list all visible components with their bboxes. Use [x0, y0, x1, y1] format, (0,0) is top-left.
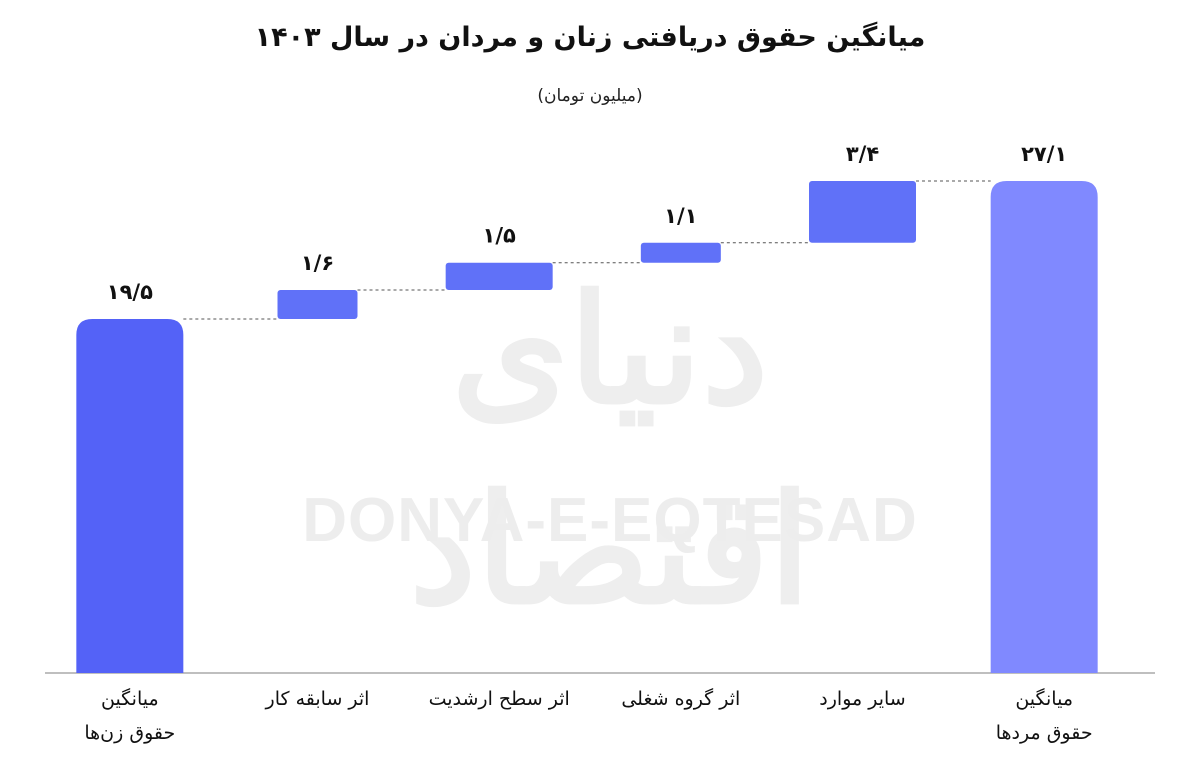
bar-women-average: [76, 319, 184, 673]
category-label: اثر سابقه کار: [265, 688, 370, 710]
chart-subtitle: (میلیون تومان): [537, 86, 643, 106]
watermark-text: DONYA-E-EQTESAD: [302, 486, 918, 555]
bar-value-label: ۱/۵: [483, 224, 516, 248]
bar-value-label: ۱۹/۵: [107, 280, 153, 304]
bar-value-label: ۱/۶: [301, 251, 334, 275]
bar-value-label: ۱/۱: [664, 204, 697, 228]
bar-step: [640, 242, 721, 263]
chart-title: میانگین حقوق دریافتی زنان و مردان در سال…: [254, 22, 926, 53]
bar-step: [277, 289, 358, 319]
category-label: سایر موارد: [819, 688, 905, 710]
bar-step: [809, 181, 916, 243]
category-label: میانگین: [1015, 687, 1073, 710]
bar-value-label: ۳/۴: [846, 142, 879, 166]
bar-step: [445, 262, 553, 290]
category-label: حقوق مردها: [996, 722, 1093, 744]
bar-men-average: [990, 181, 1098, 673]
category-label: اثر سطح ارشدیت: [429, 688, 570, 710]
category-label: اثر گروه شغلی: [621, 687, 740, 710]
bar-value-label: ۲۷/۱: [1021, 142, 1067, 166]
category-label: حقوق زن‌ها: [84, 722, 175, 744]
watermark-logo: دنیای اقتصاد: [409, 262, 811, 638]
category-label: میانگین: [101, 687, 159, 710]
